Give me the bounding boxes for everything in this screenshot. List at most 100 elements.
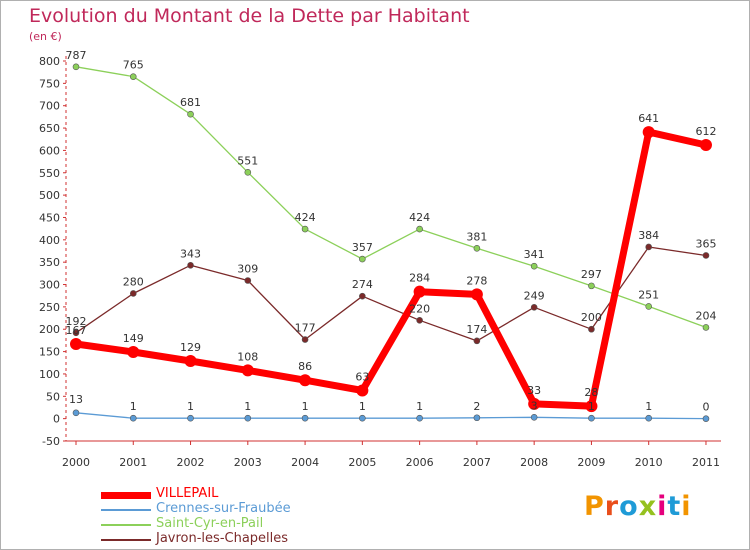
data-point — [359, 292, 366, 300]
y-tick-label: 500 — [39, 189, 60, 202]
data-label: 274 — [352, 278, 373, 291]
axes: -50 0 50 100 150 200 250 300 350 400 450 500 550 600 6… — [39, 55, 721, 469]
y-tick-label: 50 — [46, 390, 60, 403]
data-point — [356, 384, 369, 397]
proxiti-logo: Proxiti — [584, 491, 692, 522]
data-point — [588, 325, 595, 333]
data-label: 278 — [466, 274, 487, 287]
data-point — [299, 374, 312, 387]
x-tick-label: 2004 — [291, 456, 319, 469]
data-point — [588, 414, 595, 422]
data-label: 309 — [237, 263, 258, 276]
legend-swatch — [101, 539, 151, 541]
x-tick-label: 2007 — [463, 456, 491, 469]
legend-label: Saint-Cyr-en-Pail — [156, 516, 264, 531]
data-point — [530, 414, 538, 421]
data-label: 297 — [581, 268, 602, 281]
x-tick-label: 2003 — [234, 456, 262, 469]
data-point — [702, 252, 710, 259]
data-label: 1 — [130, 400, 137, 413]
y-tick-label: 250 — [39, 301, 60, 314]
y-tick-label: 150 — [39, 346, 60, 359]
y-tick-label: 0 — [53, 413, 60, 426]
data-point — [473, 414, 481, 422]
data-point — [530, 304, 538, 311]
data-label: 1 — [645, 400, 652, 413]
data-label: 3 — [531, 399, 538, 412]
data-point — [416, 316, 423, 324]
chart-title: Evolution du Montant de la Dette par Hab… — [29, 5, 470, 27]
series-crennes-sur-fraub-e — [72, 409, 710, 422]
data-point — [129, 73, 137, 80]
data-label: 1 — [302, 400, 309, 413]
data-point — [528, 397, 541, 410]
y-tick-label: 700 — [39, 100, 60, 113]
data-point — [588, 282, 595, 290]
data-label: 63 — [355, 370, 369, 383]
series-villepail — [70, 126, 712, 413]
data-point — [241, 364, 254, 377]
data-point — [702, 324, 710, 331]
y-tick-label: 350 — [39, 256, 60, 269]
data-label: 33 — [527, 384, 541, 397]
legend-item: Crennes-sur-Fraubée — [101, 501, 361, 517]
data-point — [416, 225, 423, 233]
data-label: 551 — [237, 154, 258, 167]
data-point — [473, 337, 481, 345]
data-labels-layer: 787 765 681 551 424 357 424 381 341 297 251 204 192 2… — [66, 49, 717, 414]
y-tick-label: 300 — [39, 279, 60, 292]
data-point — [129, 414, 137, 422]
x-tick-label: 2006 — [406, 456, 434, 469]
data-point — [244, 414, 252, 422]
data-point — [645, 243, 653, 251]
data-point — [359, 414, 366, 422]
data-point — [642, 126, 655, 139]
data-label: 86 — [298, 360, 312, 373]
legend-swatch — [101, 509, 151, 511]
y-tick-label: 650 — [39, 122, 60, 135]
data-point — [699, 139, 712, 152]
logo-letter: i — [657, 491, 668, 522]
legend-label: Crennes-sur-Fraubée — [156, 501, 291, 516]
series-javron-les-chapelles — [72, 243, 710, 345]
data-point — [473, 245, 481, 252]
series-line — [75, 66, 707, 329]
x-tick-label: 2008 — [520, 456, 548, 469]
data-label: 108 — [237, 350, 258, 363]
data-label: 2 — [473, 400, 480, 413]
logo-letter: o — [619, 491, 639, 522]
data-point — [70, 337, 82, 350]
data-label: 149 — [123, 332, 144, 345]
logo-letter: r — [604, 491, 620, 522]
data-label: 341 — [524, 248, 545, 261]
x-tick-label: 2000 — [62, 456, 90, 469]
logo-letter: P — [584, 491, 605, 522]
data-label: 192 — [66, 315, 87, 328]
logo-letter: i — [681, 491, 692, 522]
series-layer — [70, 63, 712, 422]
data-label: 1 — [244, 400, 251, 413]
data-label: 167 — [66, 324, 87, 337]
data-point — [187, 110, 194, 118]
data-point — [187, 414, 194, 422]
data-label: 384 — [638, 229, 659, 242]
data-label: 357 — [352, 241, 373, 254]
data-point — [301, 225, 309, 233]
data-point — [645, 414, 653, 422]
logo-letter: t — [667, 491, 682, 522]
data-label: 200 — [581, 311, 602, 324]
data-label: 1 — [416, 400, 423, 413]
series-saint-cyr-en-pail — [72, 63, 710, 331]
data-point — [244, 169, 252, 176]
legend-item: Saint-Cyr-en-Pail — [101, 516, 361, 532]
x-tick-label: 2005 — [348, 456, 376, 469]
data-label: 0 — [702, 401, 709, 414]
legend-label: Javron-les-Chapelles — [156, 531, 289, 546]
data-label: 177 — [295, 322, 316, 335]
series-line — [75, 128, 707, 410]
data-label: 280 — [123, 275, 144, 288]
data-label: 129 — [180, 341, 201, 354]
y-tick-label: 100 — [39, 368, 60, 381]
